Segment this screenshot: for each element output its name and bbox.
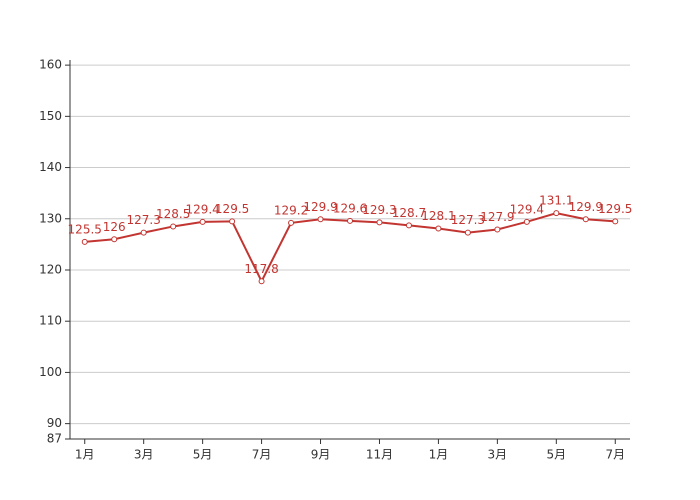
data-point [553, 210, 560, 217]
y-tick-label: 87 [47, 432, 62, 446]
data-point [81, 238, 88, 245]
x-tick-label: 3月 [488, 448, 508, 462]
x-tick-label: 7月 [605, 448, 625, 462]
x-tick-label: 7月 [252, 448, 272, 462]
data-label: 128.7 [392, 206, 426, 220]
data-label: 129.9 [303, 200, 337, 214]
data-point [405, 222, 412, 229]
y-tick-label: 150 [39, 109, 62, 123]
data-point [376, 219, 383, 226]
y-tick-label: 140 [39, 160, 62, 174]
data-point [464, 229, 471, 236]
data-label: 127.3 [451, 213, 485, 227]
data-label: 131.1 [539, 194, 573, 208]
x-tick-label: 9月 [311, 448, 331, 462]
data-point [140, 229, 147, 236]
x-tick-label: 11月 [366, 448, 393, 462]
data-point [199, 218, 206, 225]
x-tick-label: 1月 [75, 448, 95, 462]
data-point [435, 225, 442, 232]
data-point [347, 217, 353, 224]
data-point [582, 216, 589, 223]
y-tick-label: 130 [39, 211, 62, 225]
data-label: 129.4 [510, 202, 544, 216]
data-label: 129.5 [215, 202, 249, 216]
data-point [288, 219, 295, 226]
y-tick-label: 160 [39, 58, 62, 72]
data-label: 129.4 [185, 202, 219, 216]
data-label: 129.9 [569, 200, 603, 214]
data-point [111, 236, 118, 243]
data-label: 117.8 [244, 262, 278, 276]
y-tick-label: 90 [47, 416, 62, 430]
data-label: 129.5 [598, 202, 632, 216]
data-point [317, 216, 324, 223]
y-tick-label: 110 [39, 314, 62, 328]
y-tick-label: 100 [39, 365, 62, 379]
data-label: 129.6 [333, 201, 367, 215]
data-label: 128.5 [156, 207, 190, 221]
x-tick-label: 5月 [193, 448, 213, 462]
data-point [229, 218, 236, 225]
x-tick-label: 5月 [546, 448, 566, 462]
data-point [170, 223, 177, 230]
data-label: 126 [103, 220, 126, 234]
data-point [494, 226, 501, 233]
x-tick-label: 1月 [429, 448, 449, 462]
data-label: 127.9 [480, 210, 514, 224]
data-point [523, 218, 530, 225]
data-point [612, 218, 619, 225]
data-label: 127.3 [127, 213, 161, 227]
data-label: 128.1 [421, 209, 455, 223]
x-tick-label: 3月 [134, 448, 154, 462]
y-tick-label: 120 [39, 262, 62, 276]
data-point [258, 278, 265, 285]
data-label: 129.2 [274, 203, 308, 217]
data-label: 125.5 [68, 222, 102, 236]
data-label: 129.3 [362, 203, 396, 217]
